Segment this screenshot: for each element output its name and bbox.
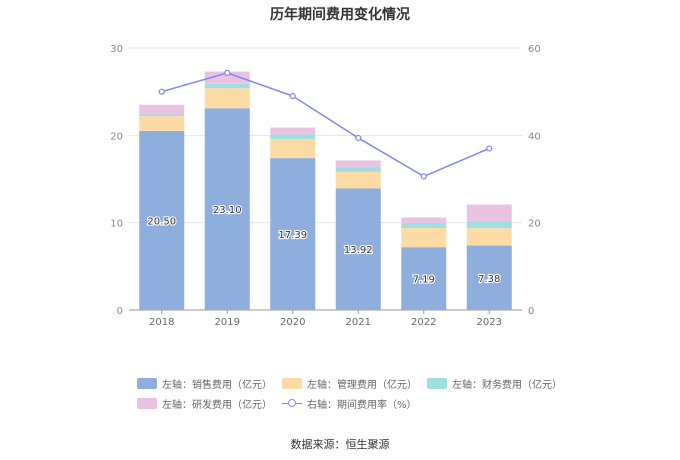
bar-segment [270,127,316,135]
right-tick-label: 60 [528,44,541,55]
legend-label-rate: 右轴：期间费用率（%） [307,399,417,411]
axes: 0 10 20 30 0 20 40 60 2018 2019 2020 2021 2022 2023 [110,44,540,328]
bar-segment [401,222,447,228]
bar-data-label: 23.10 [213,205,242,216]
rate-line-path [161,72,490,178]
category-label: 2021 [346,317,371,328]
bar-data-label: 13.92 [344,245,373,256]
category-label: 2023 [477,317,502,328]
category-label: 2018 [149,317,174,328]
bar-segment [204,108,250,310]
bar-segment [139,114,185,117]
bar-data-label: 17.39 [278,230,307,241]
bar-segment [466,245,512,310]
bar-segment [270,138,316,159]
bar-segment [335,188,381,310]
bar-data-label: 7.19 [413,275,435,286]
legend-label-sales: 左轴：销售费用（亿元） [162,379,272,391]
rate-line [158,69,493,180]
category-label: 2019 [215,317,240,328]
rate-point [355,134,362,142]
bar-data-label: 7.38 [478,274,500,285]
right-tick-label: 40 [528,131,541,142]
bar-segment [401,217,447,223]
bar-segment [401,247,447,310]
left-tick-label: 0 [117,306,123,317]
legend-label-rd: 左轴：研发费用（亿元） [162,399,272,411]
legend-swatch-rate [282,398,302,409]
bar-segment [335,167,381,172]
legend-swatch-finance [427,377,447,389]
gridlines [129,47,522,311]
left-tick-label: 20 [110,131,123,142]
rate-point [289,92,296,100]
chart-title: 历年期间费用变化情况 [270,7,410,23]
bar-segment [139,130,185,310]
left-tick-label: 30 [110,44,123,55]
legend: 左轴：销售费用（亿元） 左轴：管理费用（亿元） 左轴：财务费用（亿元） 左轴：研… [137,376,562,416]
bar-segment [204,71,250,84]
legend-row-2: 左轴：研发费用（亿元） 右轴：期间费用率（%） [137,396,557,411]
legend-item-sales[interactable]: 左轴：销售费用（亿元） [137,376,272,391]
legend-item-finance[interactable]: 左轴：财务费用（亿元） [427,376,562,391]
legend-label-admin: 左轴：管理费用（亿元） [307,379,417,391]
category-label: 2022 [411,317,436,328]
bar-data-label: 20.50 [147,216,176,227]
legend-row-1: 左轴：销售费用（亿元） 左轴：管理费用（亿元） 左轴：财务费用（亿元） [137,376,562,391]
bar-segment [270,134,316,139]
bar-segment [466,228,512,246]
bar-segment [466,204,512,222]
bar-segment [139,116,185,131]
legend-label-finance: 左轴：财务费用（亿元） [452,379,562,391]
bars: 20.50 23.10 17.39 13.92 7.19 7.38 [139,71,512,310]
bar-segment [204,83,250,89]
legend-item-rd[interactable]: 左轴：研发费用（亿元） [137,396,272,411]
legend-swatch-sales [137,377,157,389]
bar-segment [139,104,185,115]
right-tick-label: 20 [528,219,541,230]
bar-segment [466,221,512,229]
left-tick-label: 10 [110,219,123,230]
bar-segment [270,158,316,310]
legend-item-admin[interactable]: 左轴：管理费用（亿元） [282,376,417,391]
bar-segment [335,171,381,189]
bar-segment [335,160,381,168]
bar-segment [401,227,447,248]
legend-item-rate[interactable]: 右轴：期间费用率（%） [282,396,417,411]
data-source: 数据来源：恒生聚源 [290,438,390,451]
rate-point [224,69,231,76]
rate-point [486,145,493,152]
legend-swatch-admin [282,377,302,389]
rate-point [420,173,427,180]
bar-segment [204,88,250,109]
right-tick-label: 0 [528,306,534,317]
category-label: 2020 [280,317,305,328]
legend-swatch-rd [137,397,157,409]
rate-point [158,88,165,95]
